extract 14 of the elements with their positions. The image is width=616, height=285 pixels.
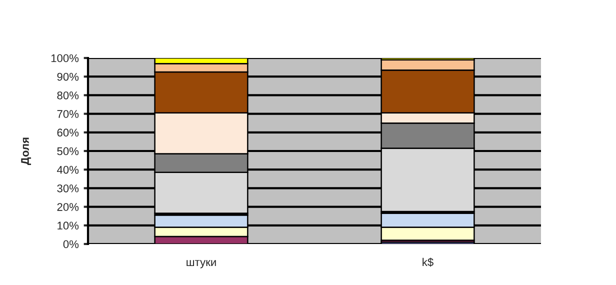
y-tick-label: 10%	[58, 222, 79, 230]
y-tick-label: 60%	[57, 128, 79, 137]
x-tick-label: k$	[422, 258, 434, 267]
y-tick-label: 100%	[51, 54, 79, 62]
y-tick-label: 20%	[57, 203, 79, 211]
y-tick-label: 50%	[57, 147, 79, 156]
y-axis-title: Доля	[21, 138, 32, 165]
y-tick-label: 90%	[57, 72, 79, 81]
y-tick-label: 0%	[63, 240, 79, 248]
y-tick-label: 70%	[57, 110, 79, 118]
y-tick-label: 40%	[56, 166, 79, 174]
y-tick-label: 80%	[57, 91, 79, 100]
x-tick-label: штуки	[186, 260, 216, 268]
y-tick-label: 30%	[57, 184, 79, 192]
